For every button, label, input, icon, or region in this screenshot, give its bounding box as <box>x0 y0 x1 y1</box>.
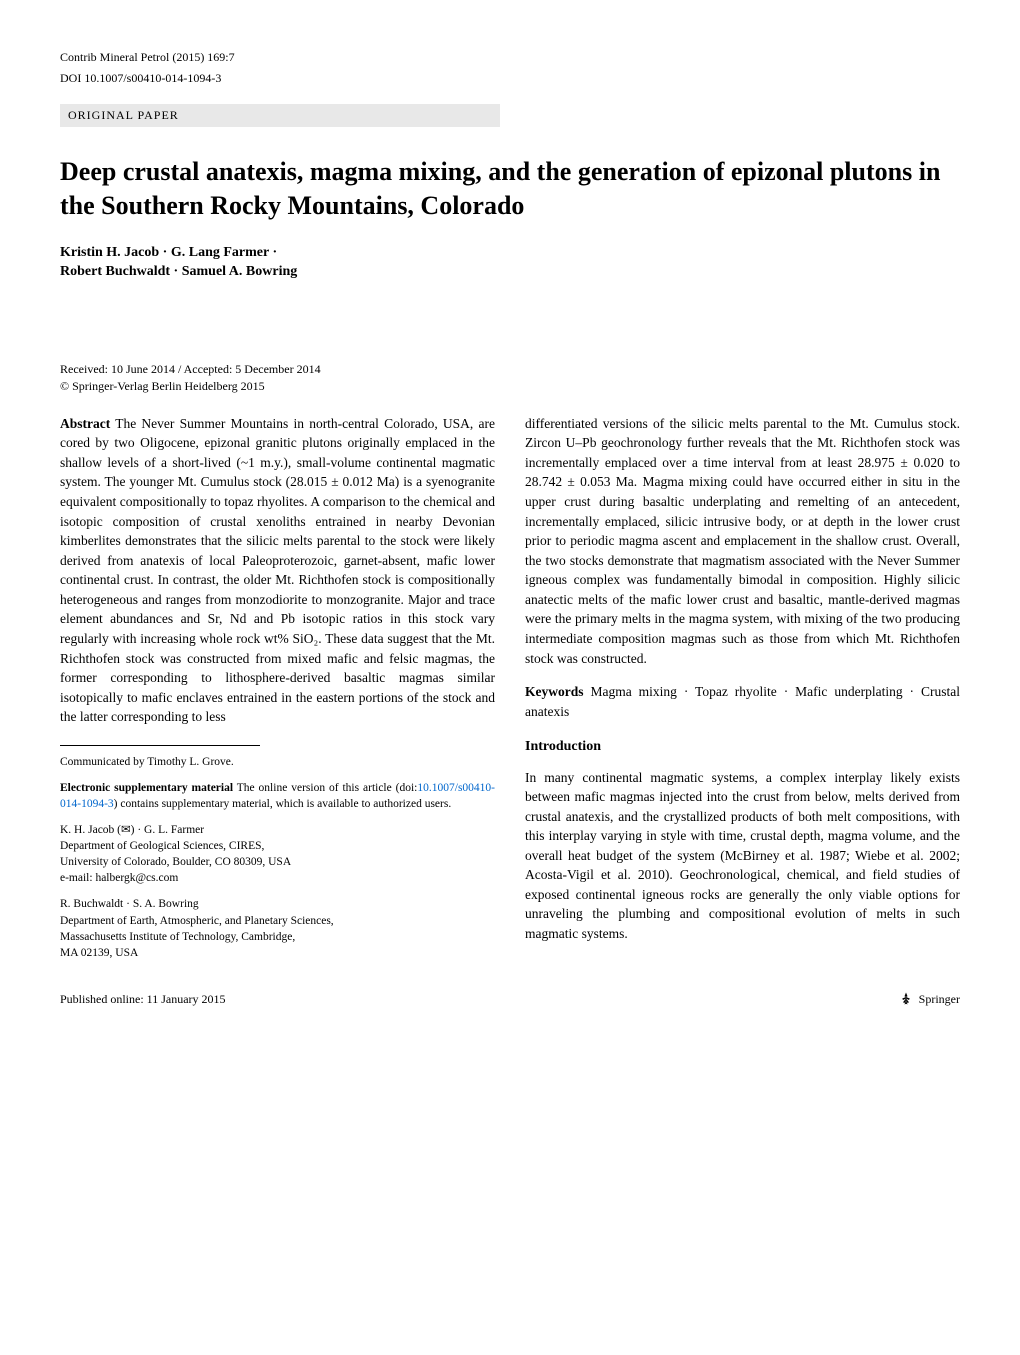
aff2-names: R. Buchwaldt · S. A. Bowring <box>60 898 199 910</box>
authors-line1: Kristin H. Jacob · G. Lang Farmer · <box>60 245 277 260</box>
aff2-loc: MA 02139, USA <box>60 947 138 959</box>
springer-icon <box>897 991 915 1009</box>
article-title: Deep crustal anatexis, magma mixing, and… <box>60 155 960 223</box>
introduction-text: In many continental magmatic systems, a … <box>525 770 960 942</box>
esm-label: Electronic supplementary material <box>60 782 233 794</box>
esm-tail: ) contains supplementary material, which… <box>114 798 452 810</box>
springer-text: Springer <box>919 992 960 1007</box>
aff1-univ: University of Colorado, Boulder, CO 8030… <box>60 856 291 868</box>
affiliation-2: R. Buchwaldt · S. A. Bowring Department … <box>60 896 495 960</box>
copyright: © Springer-Verlag Berlin Heidelberg 2015 <box>60 379 960 394</box>
aff2-univ: Massachusetts Institute of Technology, C… <box>60 931 295 943</box>
keywords-text: Magma mixing · Topaz rhyolite · Mafic un… <box>525 684 960 719</box>
affiliation-1: K. H. Jacob (✉) · G. L. Farmer Departmen… <box>60 822 495 886</box>
abstract-text-right: differentiated versions of the silicic m… <box>525 416 960 666</box>
introduction-heading: Introduction <box>525 737 960 757</box>
abstract-label: Abstract <box>60 416 110 431</box>
springer-logo: Springer <box>897 991 960 1009</box>
esm-text: The online version of this article (doi: <box>233 782 417 794</box>
aff1-email: e-mail: halbergk@cs.com <box>60 872 178 884</box>
journal-citation: Contrib Mineral Petrol (2015) 169:7 <box>60 50 235 65</box>
received-accepted: Received: 10 June 2014 / Accepted: 5 Dec… <box>60 362 960 377</box>
doi: DOI 10.1007/s00410-014-1094-3 <box>60 71 960 86</box>
authors: Kristin H. Jacob · G. Lang Farmer · Robe… <box>60 243 960 282</box>
aff2-dept: Department of Earth, Atmospheric, and Pl… <box>60 915 334 927</box>
authors-line2: Robert Buchwaldt · Samuel A. Bowring <box>60 264 297 279</box>
article-category: ORIGINAL PAPER <box>60 104 500 127</box>
aff1-dept: Department of Geological Sciences, CIRES… <box>60 840 264 852</box>
electronic-supplementary: Electronic supplementary material The on… <box>60 780 495 812</box>
keywords-label: Keywords <box>525 684 584 699</box>
published-online: Published online: 11 January 2015 <box>60 992 226 1007</box>
footnote-separator <box>60 745 260 746</box>
abstract-text-left: The Never Summer Mountains in north-cent… <box>60 416 495 724</box>
aff1-names: K. H. Jacob (✉) · G. L. Farmer <box>60 824 204 836</box>
communicated-by: Communicated by Timothy L. Grove. <box>60 754 495 770</box>
